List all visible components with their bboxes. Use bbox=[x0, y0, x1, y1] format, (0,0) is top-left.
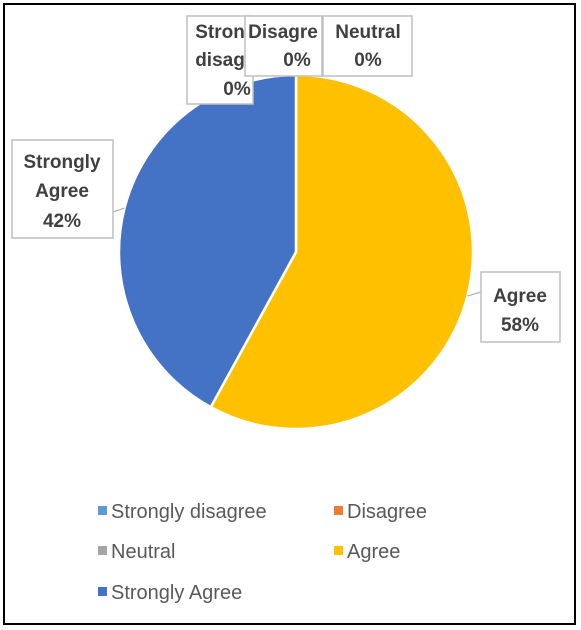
legend-swatch-strongly-agree bbox=[98, 587, 107, 596]
legend-label-strongly-agree: Strongly Agree bbox=[111, 582, 242, 604]
data-label-neutral-value: 0% bbox=[354, 50, 382, 71]
leader-line-strongly-agree bbox=[112, 207, 125, 213]
data-label-agree-value: 58% bbox=[501, 315, 539, 336]
data-label-strongly-agree-category-line2: Agree bbox=[35, 181, 89, 202]
data-label-agree: Agree 58% bbox=[480, 271, 561, 343]
legend-item-strongly-disagree: Strongly disagree bbox=[98, 501, 267, 523]
data-label-strongly-disagree-category: Stron bbox=[195, 22, 245, 43]
data-label-strongly-agree: Strongly Agree 42% bbox=[11, 139, 114, 239]
data-label-strongly-disagree-value: 0% bbox=[223, 79, 251, 100]
legend-item-neutral: Neutral bbox=[98, 541, 175, 563]
leader-line-agree bbox=[467, 291, 482, 297]
legend-item-strongly-agree: Strongly Agree bbox=[98, 582, 242, 604]
data-label-strongly-agree-value: 42% bbox=[43, 211, 81, 232]
data-label-strongly-disagree-category-line2: disag bbox=[195, 50, 245, 71]
data-label-disagree-category: Disagre bbox=[248, 22, 318, 43]
legend-swatch-disagree bbox=[334, 506, 343, 515]
data-label-strongly-agree-category: Strongly bbox=[23, 152, 100, 173]
data-label-strongly-disagree: Stron disag 0% bbox=[186, 15, 254, 105]
data-label-neutral: Neutral 0% bbox=[322, 15, 413, 77]
legend-swatch-strongly-disagree bbox=[98, 506, 107, 515]
legend-label-agree: Agree bbox=[347, 541, 400, 563]
legend-swatch-neutral bbox=[98, 546, 107, 555]
data-label-agree-category: Agree bbox=[493, 286, 547, 307]
pie-slice-agree bbox=[209, 73, 475, 431]
legend-item-disagree: Disagree bbox=[334, 501, 427, 523]
legend-label-disagree: Disagree bbox=[347, 501, 427, 523]
pie-slices bbox=[117, 73, 475, 431]
legend: Strongly disagree Disagree Neutral Agree… bbox=[98, 501, 427, 604]
legend-swatch-agree bbox=[334, 546, 343, 555]
legend-label-strongly-disagree: Strongly disagree bbox=[111, 501, 267, 523]
legend-item-agree: Agree bbox=[334, 541, 400, 563]
data-label-disagree: Disagre 0% bbox=[244, 15, 323, 77]
data-label-neutral-category: Neutral bbox=[335, 22, 400, 43]
legend-label-neutral: Neutral bbox=[111, 541, 175, 563]
data-label-disagree-value: 0% bbox=[283, 50, 311, 71]
